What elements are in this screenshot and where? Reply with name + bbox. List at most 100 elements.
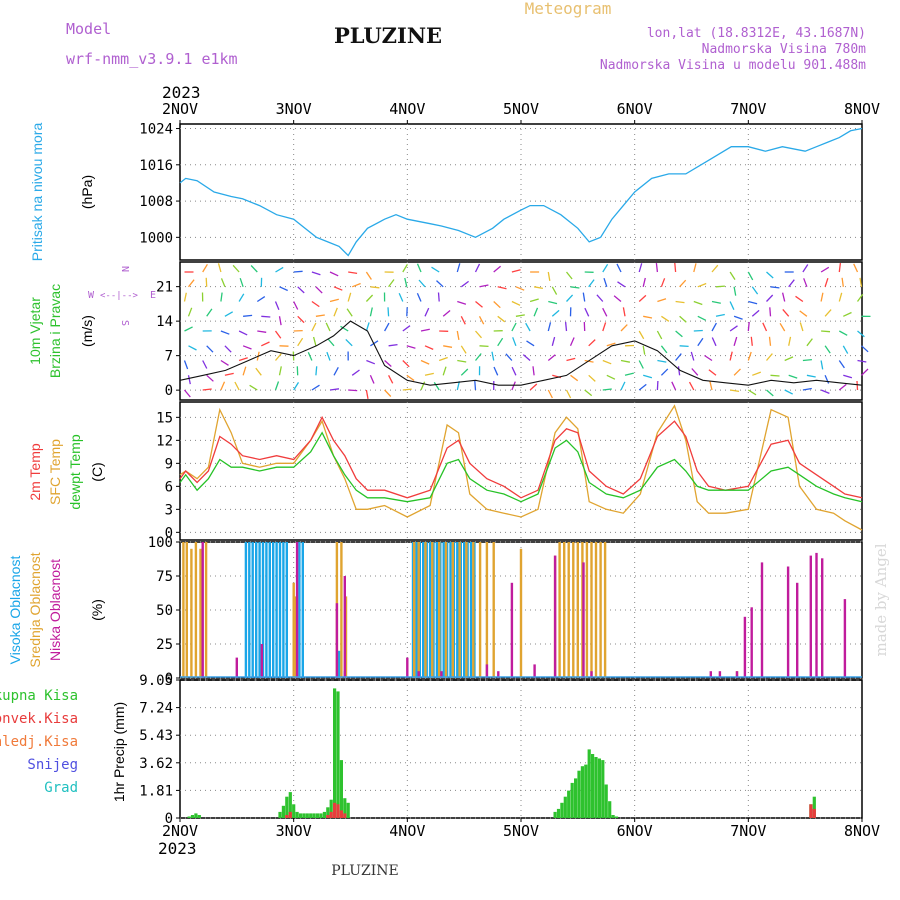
wind-barb bbox=[711, 300, 721, 304]
wind-barb bbox=[311, 271, 321, 276]
y-tick-label: 21 bbox=[156, 280, 173, 296]
x-tick-label-top: 6NOV bbox=[617, 100, 653, 118]
precip-ylabel: 1hr Precip (mm) bbox=[111, 702, 127, 802]
wind-barb bbox=[547, 271, 551, 282]
wind-barb bbox=[475, 300, 483, 308]
wind-barb bbox=[603, 277, 608, 288]
wind-barb bbox=[365, 389, 369, 400]
model-label: Model bbox=[66, 20, 111, 38]
y-tick-label: 6 bbox=[165, 479, 173, 495]
wind-barb bbox=[838, 292, 843, 302]
wind-barb bbox=[437, 292, 440, 302]
wind-barb bbox=[239, 277, 244, 288]
wind-barb bbox=[238, 330, 248, 336]
wind-barb bbox=[788, 374, 798, 379]
wind-barb bbox=[249, 384, 258, 391]
cloud-bar bbox=[533, 664, 536, 678]
wind-barb bbox=[416, 292, 422, 302]
wind-speed-line bbox=[179, 320, 863, 386]
wind-barb bbox=[224, 311, 234, 317]
wind-barb bbox=[188, 345, 197, 351]
precip-bar bbox=[563, 796, 567, 818]
wind-barb bbox=[206, 308, 213, 317]
wind-barb bbox=[293, 382, 300, 391]
wind-barb bbox=[340, 325, 349, 332]
wind-barb bbox=[433, 382, 440, 391]
wind-barb bbox=[311, 300, 320, 308]
wind-barb bbox=[766, 294, 774, 302]
wind-barb bbox=[424, 307, 430, 317]
cloud-bar bbox=[599, 542, 602, 678]
wind-barb bbox=[770, 286, 780, 289]
wind-barb bbox=[420, 381, 426, 391]
wind-barb bbox=[711, 337, 717, 347]
precip-bar bbox=[597, 758, 601, 818]
precip-bar bbox=[329, 811, 333, 818]
wind-barb bbox=[660, 278, 666, 288]
cloud-bar bbox=[465, 542, 468, 678]
wind-barb bbox=[762, 322, 768, 332]
y-tick-label: 75 bbox=[156, 569, 173, 585]
wind-barb bbox=[766, 271, 774, 279]
y-tick-label: 9.05 bbox=[139, 673, 173, 689]
cloud-bar bbox=[406, 657, 409, 678]
wind-barb bbox=[255, 367, 262, 376]
wind-barb bbox=[436, 280, 444, 288]
wind-barb bbox=[606, 342, 616, 347]
wind-barb bbox=[679, 345, 689, 348]
wind-barb bbox=[613, 295, 622, 303]
wind-barb bbox=[548, 300, 558, 305]
wind-barb bbox=[511, 366, 517, 376]
plot-layer: 2NOV 2NOV 3NOV 3NOV 4NOV 4NOV 5NOV 5NOV 6NOV 6NOV… bbox=[0, 100, 880, 840]
wind-barb bbox=[697, 282, 707, 288]
wind-barb bbox=[456, 330, 460, 341]
cloud-ylabel-mid: Srednja Oblacnost bbox=[27, 552, 43, 667]
cloud-bar bbox=[251, 542, 254, 678]
wind-barb bbox=[802, 264, 809, 273]
wind-barb bbox=[511, 322, 517, 332]
wind-barb bbox=[693, 329, 703, 332]
y-tick-label: 3 bbox=[165, 502, 173, 518]
cloud-bar bbox=[413, 542, 416, 678]
wind-barb bbox=[547, 322, 552, 332]
wind-barbs bbox=[183, 262, 871, 400]
cloud-bar bbox=[497, 671, 500, 678]
wind-barb bbox=[733, 368, 741, 376]
cloud-bar bbox=[417, 542, 420, 678]
wind-barb bbox=[782, 308, 790, 317]
wind-barb bbox=[526, 340, 535, 347]
cloud-bar bbox=[278, 542, 282, 678]
wind-barb bbox=[697, 337, 704, 347]
wind-barb bbox=[802, 387, 812, 391]
y-tick-label: 0 bbox=[165, 671, 173, 687]
wind-barb bbox=[564, 321, 568, 332]
temp-2m-line bbox=[179, 415, 863, 499]
wind-barb bbox=[788, 279, 795, 288]
wind-barb bbox=[474, 263, 481, 273]
cloud-bar bbox=[469, 542, 473, 678]
cloud-bar bbox=[572, 542, 575, 678]
cloud-bar bbox=[235, 657, 238, 678]
cloud-bar bbox=[431, 542, 434, 678]
precip-bar bbox=[809, 804, 813, 818]
wind-barb bbox=[675, 330, 683, 338]
wind-barb bbox=[606, 374, 616, 380]
wind-barb bbox=[704, 354, 713, 362]
cloud-bar bbox=[553, 555, 557, 678]
wind-barb bbox=[693, 300, 703, 306]
wind-barb bbox=[365, 294, 374, 302]
wind-barb bbox=[370, 286, 380, 289]
wind-barb bbox=[217, 263, 222, 273]
precip-bar bbox=[309, 813, 313, 818]
wind-barb bbox=[365, 271, 372, 280]
wind-barb bbox=[661, 315, 670, 322]
cloud-bar bbox=[709, 671, 712, 678]
cloud-bar bbox=[786, 566, 790, 678]
wind-barb bbox=[388, 343, 398, 347]
wind-barb bbox=[387, 307, 390, 317]
compass-e: E bbox=[150, 290, 156, 301]
compass-s: S bbox=[119, 320, 130, 326]
wind-barb bbox=[602, 359, 612, 365]
wind-barb bbox=[311, 384, 320, 391]
wind-barb bbox=[806, 338, 813, 347]
